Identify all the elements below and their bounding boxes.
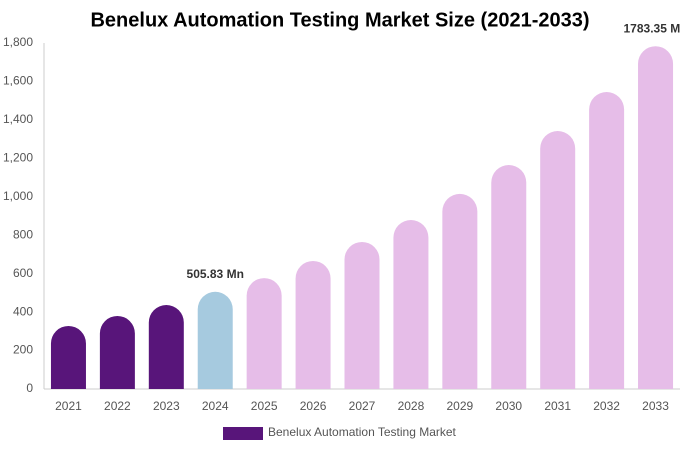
y-tick-label: 1,200 bbox=[3, 151, 33, 165]
x-tick-label: 2024 bbox=[202, 399, 229, 413]
x-tick-label: 2023 bbox=[153, 399, 180, 413]
y-tick-label: 200 bbox=[13, 343, 33, 357]
bar bbox=[589, 92, 625, 390]
x-tick-label: 2022 bbox=[104, 399, 131, 413]
x-tick-label: 2030 bbox=[495, 399, 522, 413]
data-label: 1783.35 Mn bbox=[624, 21, 680, 35]
bar bbox=[295, 260, 331, 389]
y-tick-label: 400 bbox=[13, 304, 33, 318]
bar bbox=[540, 131, 576, 389]
x-tick-label: 2029 bbox=[446, 399, 473, 413]
bar bbox=[197, 291, 233, 389]
x-tick-label: 2026 bbox=[300, 399, 327, 413]
x-tick-label: 2033 bbox=[642, 399, 669, 413]
legend-swatch bbox=[223, 427, 263, 440]
x-tick-label: 2031 bbox=[544, 399, 571, 413]
y-tick-label: 800 bbox=[13, 227, 33, 241]
bar bbox=[50, 325, 86, 389]
bar bbox=[638, 46, 674, 390]
y-tick-label: 600 bbox=[13, 266, 33, 280]
bar bbox=[393, 220, 429, 389]
bar bbox=[99, 315, 135, 389]
chart-title: Benelux Automation Testing Market Size (… bbox=[90, 9, 589, 31]
y-tick-label: 1,600 bbox=[3, 74, 33, 88]
x-tick-label: 2025 bbox=[251, 399, 278, 413]
bar bbox=[491, 165, 527, 389]
y-tick-label: 0 bbox=[26, 381, 33, 395]
y-tick-label: 1,000 bbox=[3, 189, 33, 203]
x-tick-label: 2021 bbox=[55, 399, 82, 413]
x-tick-label: 2032 bbox=[593, 399, 620, 413]
legend-label: Benelux Automation Testing Market bbox=[268, 425, 457, 439]
bar bbox=[344, 241, 380, 389]
data-label: 505.83 Mn bbox=[187, 267, 244, 281]
y-tick-label: 1,400 bbox=[3, 112, 33, 126]
x-tick-label: 2027 bbox=[349, 399, 376, 413]
bar bbox=[148, 304, 184, 389]
bar bbox=[246, 278, 282, 389]
bar bbox=[442, 193, 478, 389]
y-tick-label: 1,800 bbox=[3, 35, 33, 49]
x-tick-label: 2028 bbox=[398, 399, 425, 413]
